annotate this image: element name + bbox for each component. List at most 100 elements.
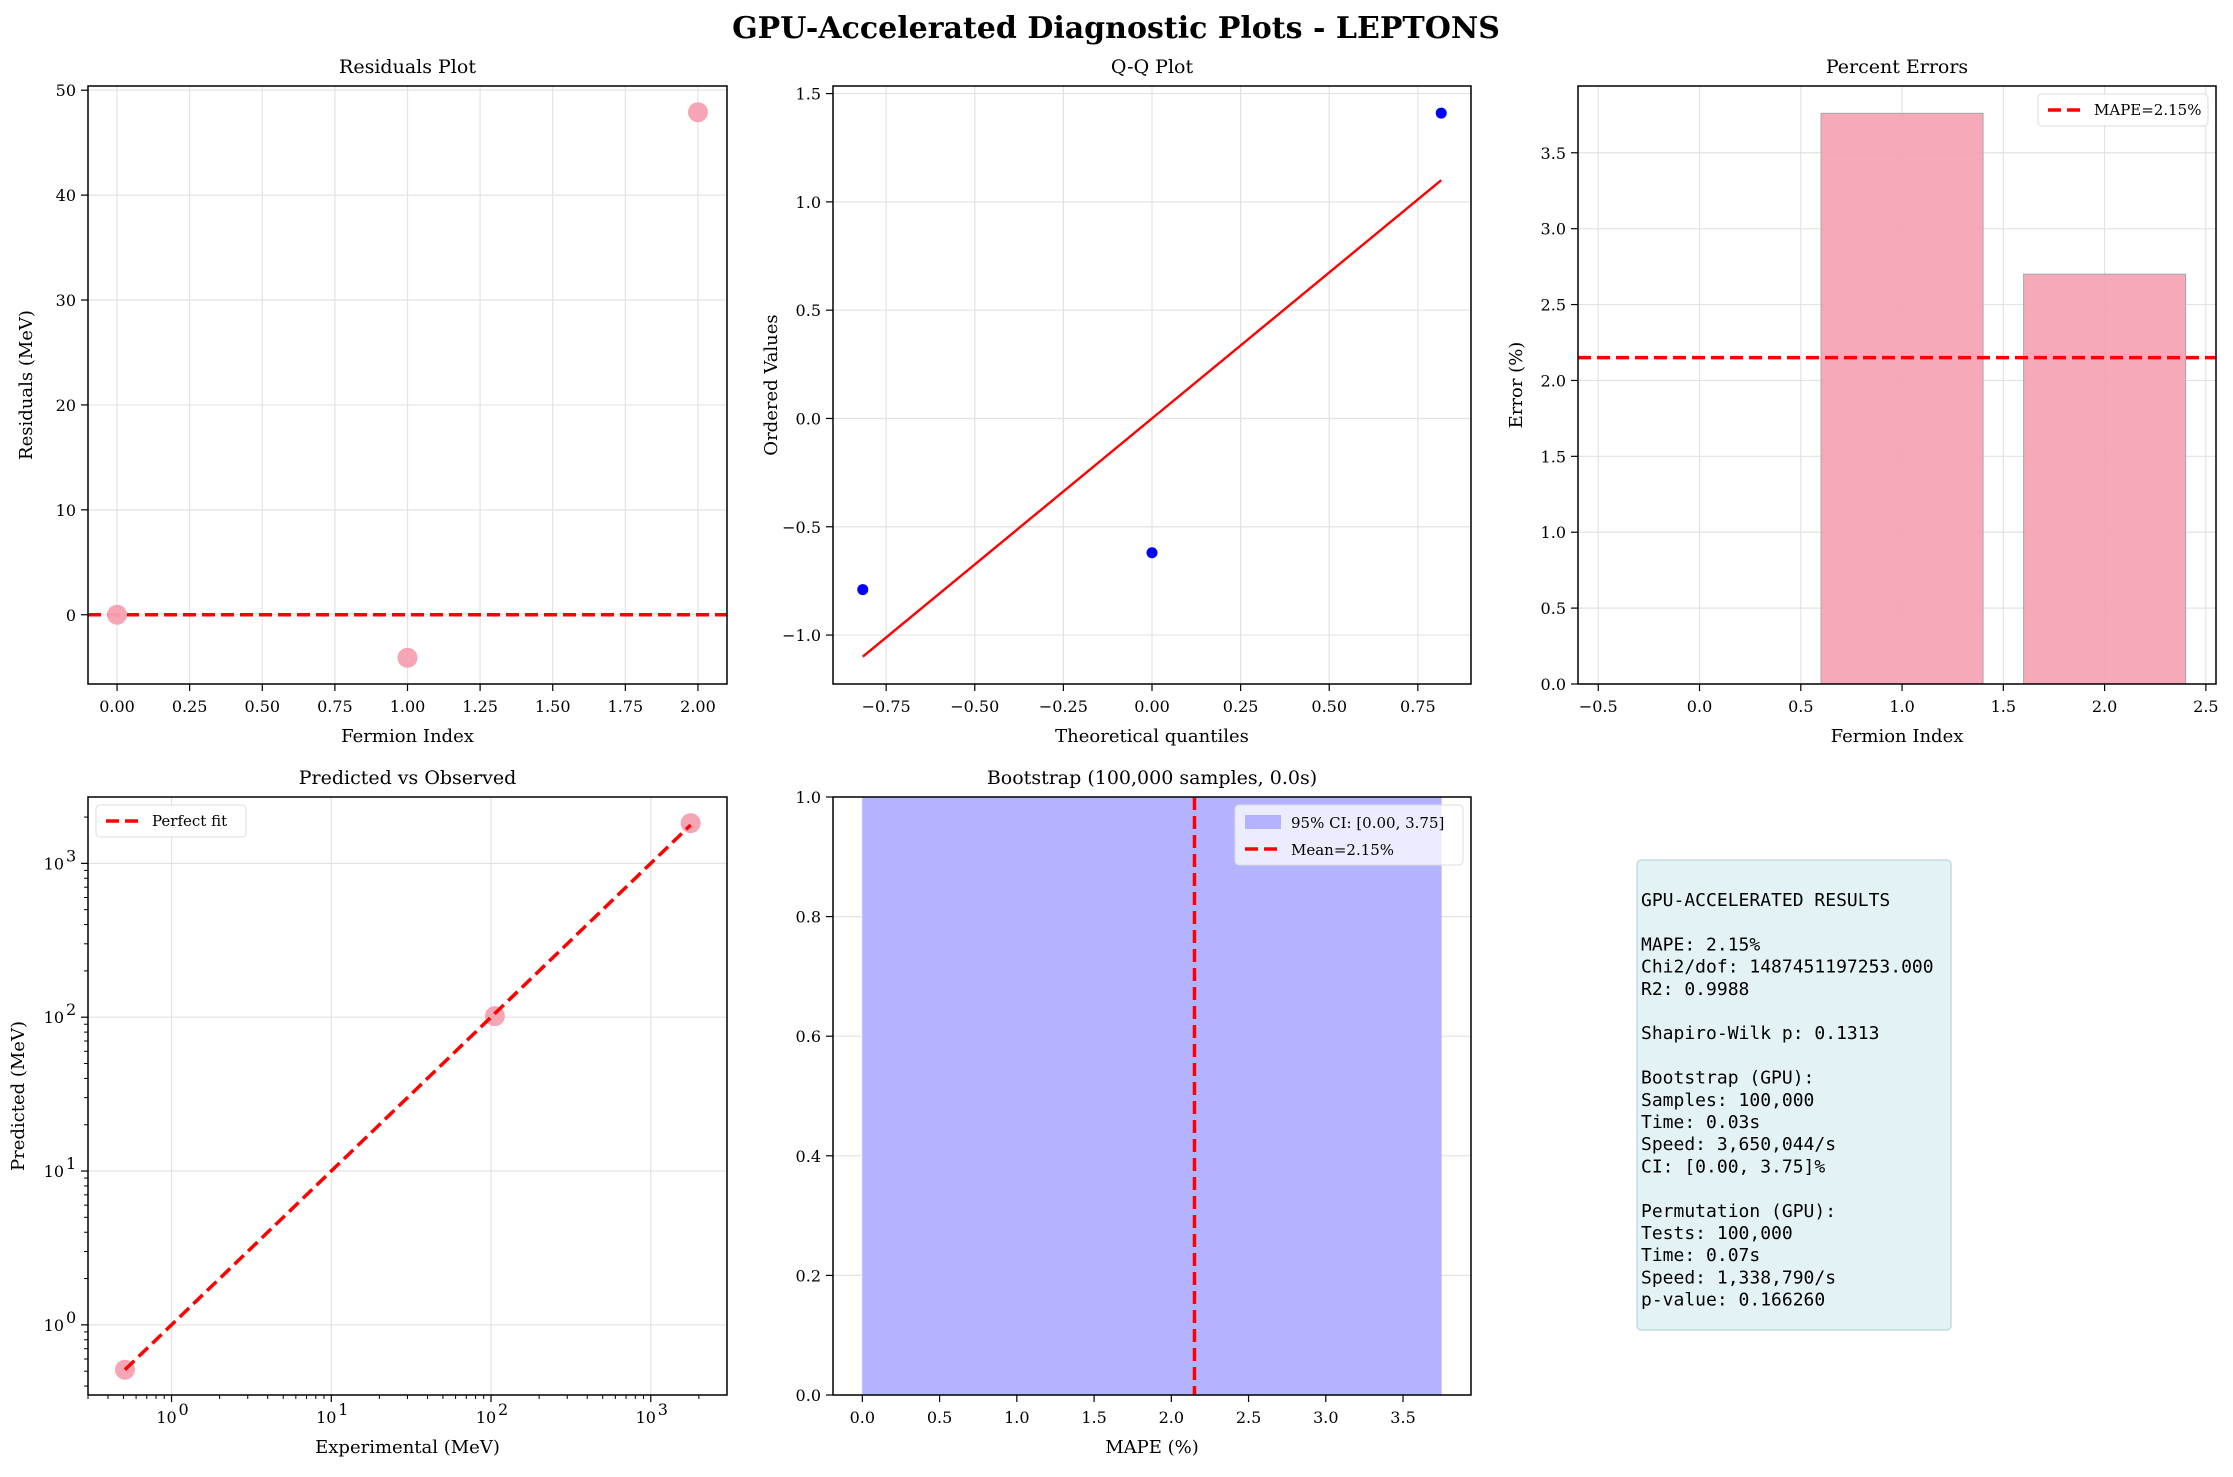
y-tick-label: 0.0	[1541, 675, 1566, 694]
y-tick-label: 10	[56, 501, 76, 520]
x-tick-exponent: 2	[498, 1400, 508, 1419]
ci-region	[862, 797, 1442, 1395]
plot-content	[857, 107, 1447, 658]
plot-content	[862, 797, 1442, 1395]
stats-line: Bootstrap (GPU):	[1641, 1068, 1814, 1089]
plot-frame	[1577, 85, 2217, 685]
grid	[833, 86, 1471, 684]
legend-box	[2037, 93, 2209, 127]
x-tick-label: 0.5	[927, 1408, 952, 1427]
legend-label-mape: MAPE=2.15%	[2094, 101, 2201, 119]
y-tick-label: 0.0	[796, 1386, 821, 1405]
y-tick-label: 20	[56, 396, 76, 415]
x-tick-label: 0.00	[1134, 697, 1170, 716]
y-tick-label: 0.5	[1541, 599, 1566, 618]
stats-box-background	[1636, 859, 1952, 1331]
stats-line: Chi2/dof: 1487451197253.000	[1641, 957, 1934, 978]
stats-line: Shapiro-Wilk p: 0.1313	[1641, 1023, 1879, 1044]
stats-box-lines: GPU-ACCELERATED RESULTS MAPE: 2.15%Chi2/d…	[1641, 890, 1934, 1311]
y-axis-label: Predicted (MeV)	[8, 1021, 29, 1171]
x-tick-label: 1.00	[390, 697, 426, 716]
x-tick-label: 0.0	[1687, 697, 1712, 716]
legend: MAPE=2.15%	[2037, 93, 2209, 127]
qq-point	[1146, 547, 1158, 559]
x-tick-label: 1.5	[1081, 1408, 1106, 1427]
legend: Perfect fit	[95, 804, 247, 838]
plot-content	[88, 102, 727, 668]
x-tick-label: 10	[316, 1408, 336, 1427]
y-tick-label: 10	[44, 1008, 64, 1027]
y-tick-label: 2.0	[1541, 371, 1566, 390]
x-tick-exponent: 0	[179, 1400, 189, 1419]
y-tick-exponent: 3	[66, 846, 76, 865]
plot-title: Percent Errors	[1826, 56, 1968, 78]
x-tick-label: 2.5	[1236, 1408, 1261, 1427]
stats-line: CI: [0.00, 3.75]%	[1641, 1156, 1825, 1177]
x-tick-label: 1.25	[462, 697, 498, 716]
x-tick-label: −0.5	[1579, 697, 1618, 716]
error-bar	[2023, 273, 2187, 685]
plot-title: Predicted vs Observed	[299, 767, 517, 789]
x-tick-exponent: 3	[658, 1400, 668, 1419]
stats-line: Time: 0.07s	[1641, 1245, 1760, 1266]
prediction-point	[484, 1006, 505, 1027]
plot-content	[114, 813, 701, 1380]
x-tick-label: 2.00	[680, 697, 716, 716]
x-tick-label: 1.50	[535, 697, 571, 716]
x-tick-label: −0.75	[862, 697, 911, 716]
x-tick-label: −0.25	[1039, 697, 1088, 716]
stats-line: Permutation (GPU):	[1641, 1201, 1836, 1222]
y-tick-exponent: 0	[66, 1308, 76, 1327]
y-tick-label: 30	[56, 291, 76, 310]
plot-content	[1578, 112, 2216, 685]
x-tick-label: 0.75	[317, 697, 353, 716]
y-tick-exponent: 2	[66, 1000, 76, 1019]
x-axis-label: Experimental (MeV)	[315, 1437, 500, 1458]
residuals-plot: 0.00 0.25 0.50 0.75 1.00 1.25 1.50 1.75 2.00 0 10 2…	[16, 56, 728, 747]
x-tick-label: 1.75	[608, 697, 644, 716]
x-tick-label: 1.0	[1004, 1408, 1029, 1427]
y-tick-label: 0.6	[796, 1027, 821, 1046]
plot-frame	[832, 796, 1472, 1396]
x-tick-label: 2.0	[1159, 1408, 1184, 1427]
residual-point	[107, 604, 128, 625]
legend-label-mean: Mean=2.15%	[1291, 841, 1394, 859]
x-tick-label: 0.5	[1788, 697, 1813, 716]
y-tick-label: 1.0	[796, 788, 821, 807]
y-tick-label: 10	[44, 1162, 64, 1181]
plot-background	[88, 797, 727, 1395]
y-tick-label: 2.5	[1541, 296, 1566, 315]
x-tick-label: 10	[476, 1408, 496, 1427]
x-tick-label: 0.00	[99, 697, 135, 716]
legend-swatch-ci	[1245, 815, 1281, 829]
x-tick-label: 2.5	[2193, 697, 2218, 716]
y-axis-label: Error (%)	[1506, 342, 1527, 429]
y-tick-label: 0.4	[796, 1147, 821, 1166]
y-tick-label: 0.2	[796, 1266, 821, 1285]
y-tick-label: 0.8	[796, 908, 821, 927]
y-tick-label: 50	[56, 81, 76, 100]
stats-line: GPU-ACCELERATED RESULTS	[1641, 890, 1890, 911]
x-tick-label: 3.5	[1390, 1408, 1415, 1427]
y-tick-label: 1.0	[1541, 523, 1566, 542]
legend-label-perfect-fit: Perfect fit	[152, 812, 227, 830]
x-axis-label: Fermion Index	[341, 726, 474, 747]
x-tick-label: 2.0	[2092, 697, 2117, 716]
residual-point	[687, 102, 708, 123]
plot-title: Residuals Plot	[339, 56, 476, 78]
y-axis-label: Residuals (MeV)	[16, 310, 37, 460]
stats-box: GPU-ACCELERATED RESULTS MAPE: 2.15%Chi2/d…	[1636, 859, 1952, 1331]
plot-title: Bootstrap (100,000 samples, 0.0s)	[987, 767, 1317, 789]
y-tick-label: 10	[44, 1316, 64, 1335]
y-tick-label: 1.0	[796, 193, 821, 212]
plot-title: Q-Q Plot	[1111, 56, 1194, 78]
y-tick-label: 1.5	[796, 85, 821, 104]
stats-line: Time: 0.03s	[1641, 1112, 1760, 1133]
stats-line: p-value: 0.166260	[1641, 1290, 1825, 1311]
y-tick-label: −1.0	[782, 626, 821, 645]
percent-errors-plot: −0.5 0.0 0.5 1.0 1.5 2.0 2.5 0.0 0.5 1.0 1.5 2.0 2.5…	[1506, 56, 2219, 747]
stats-line: Samples: 100,000	[1641, 1090, 1814, 1111]
y-tick-label: 40	[56, 186, 76, 205]
qq-fit-line	[862, 179, 1442, 658]
